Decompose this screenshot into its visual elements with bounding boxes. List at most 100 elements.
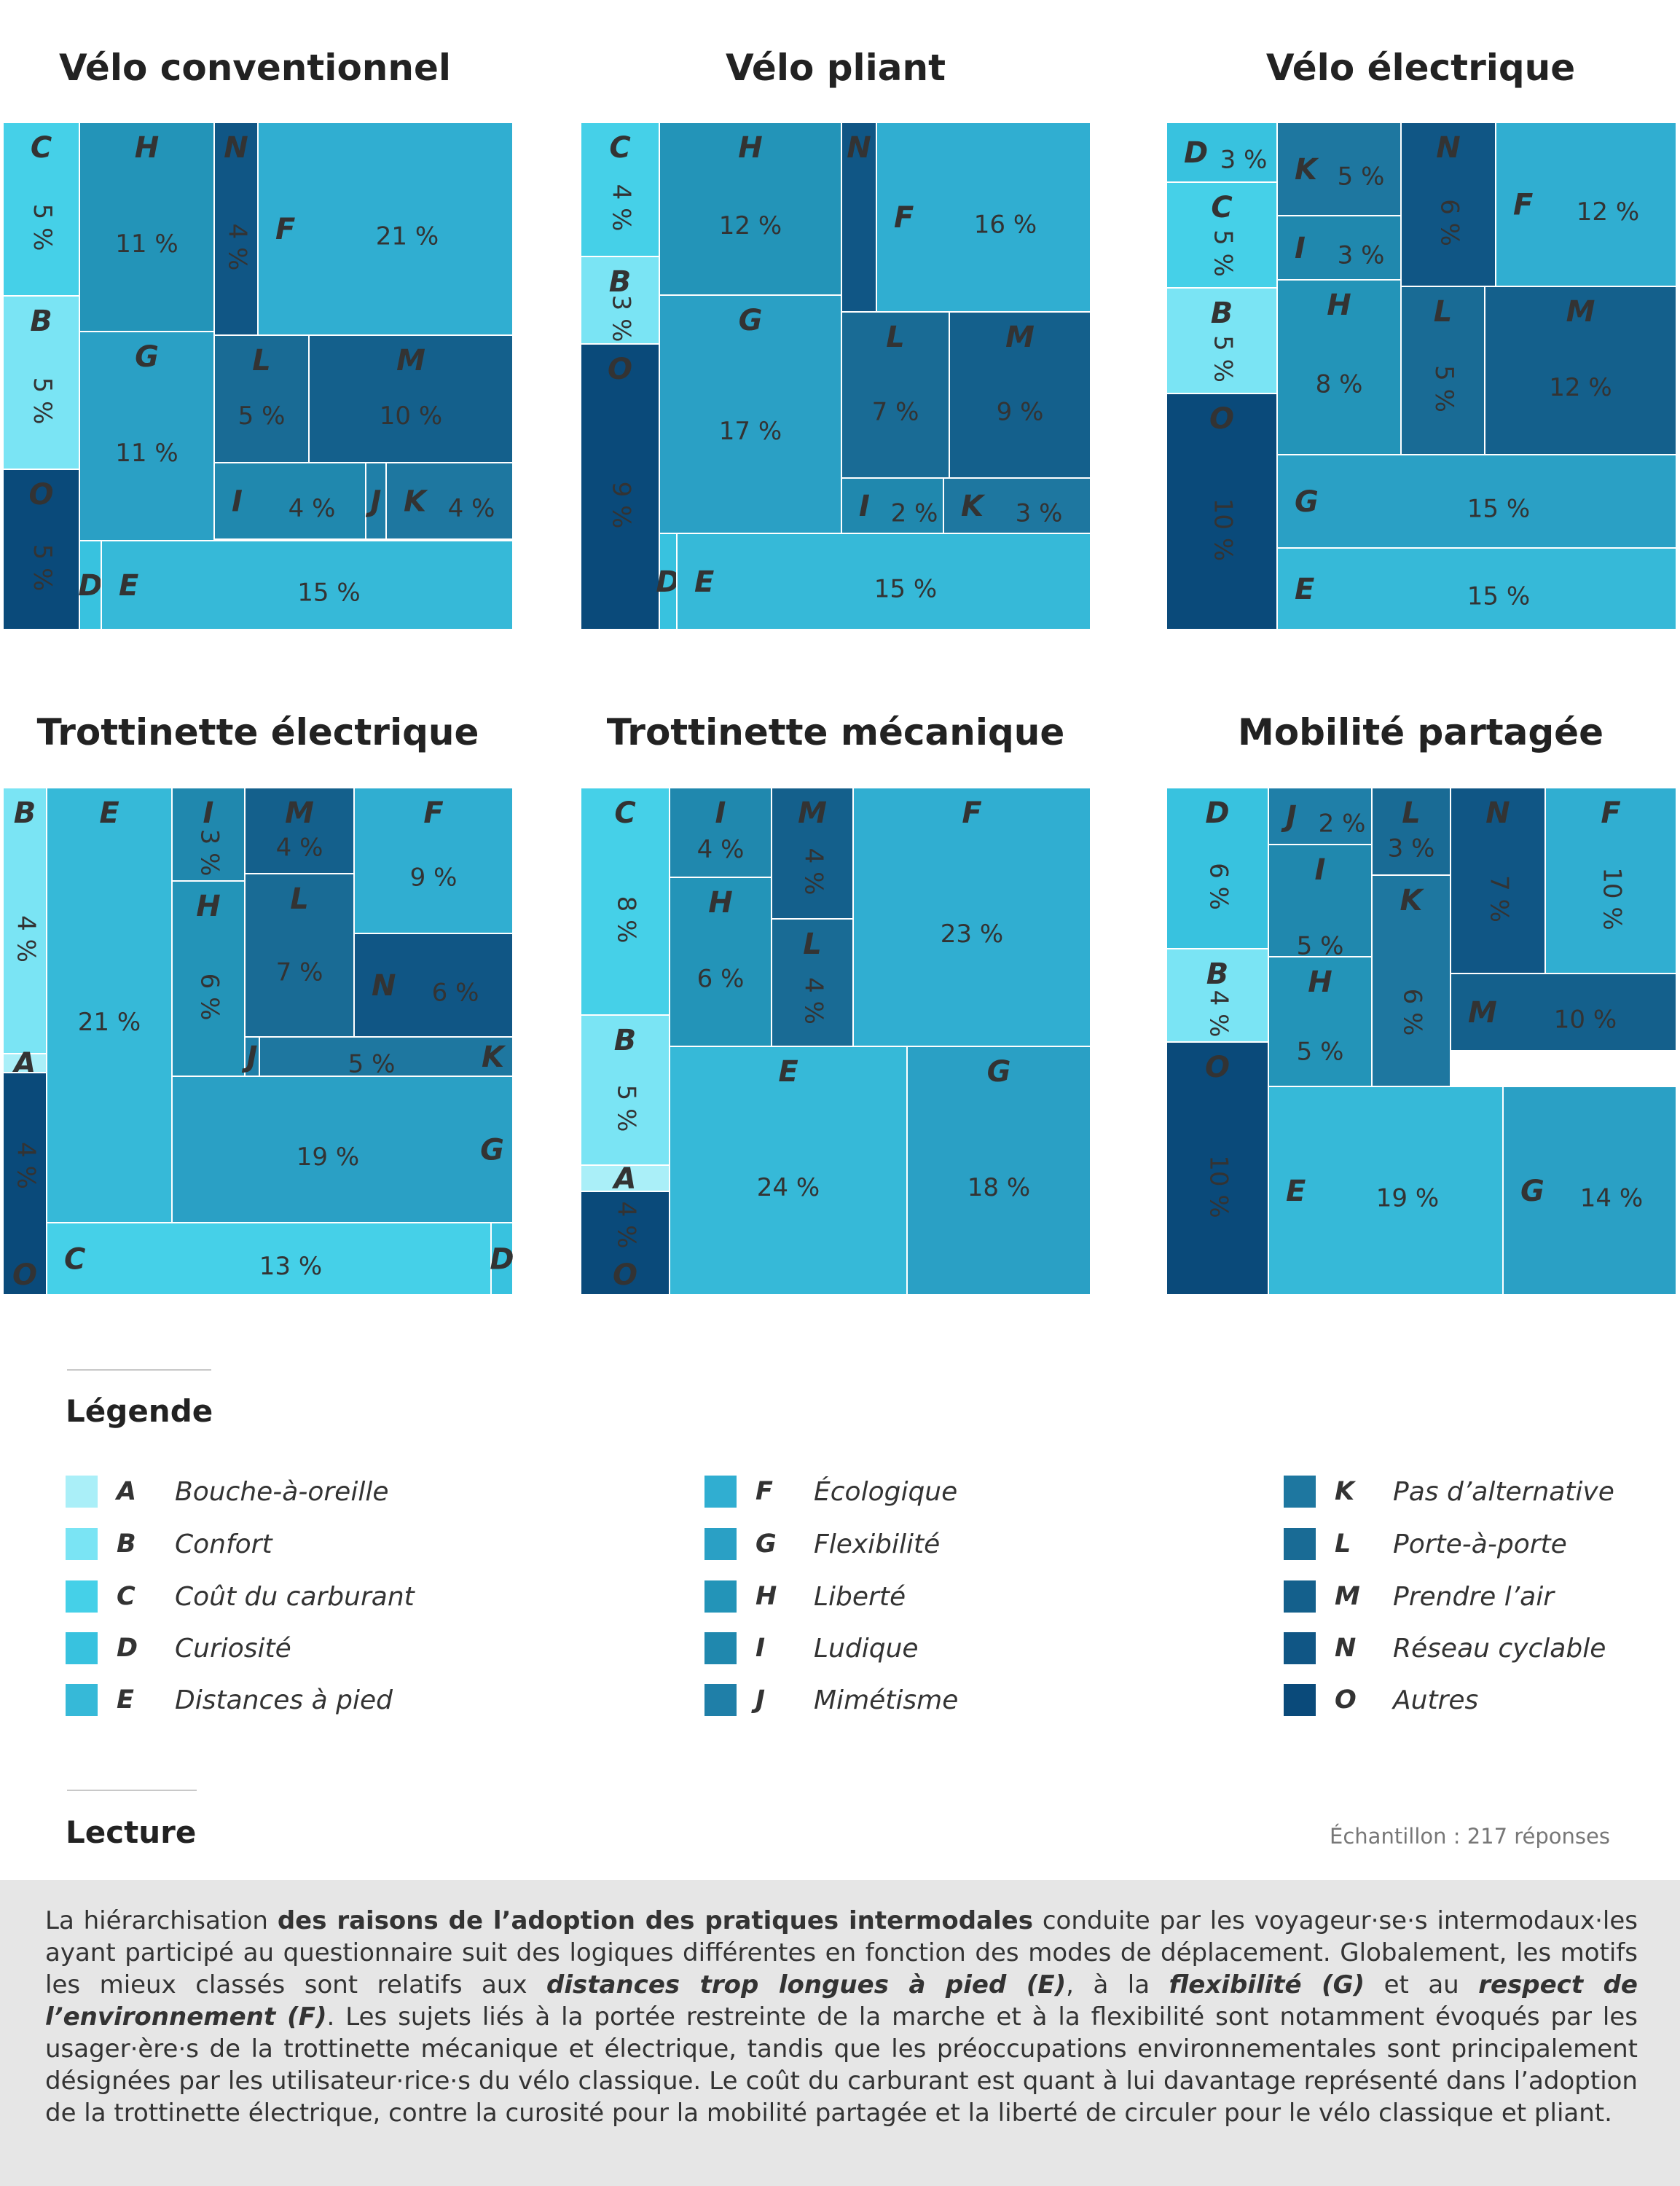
tile-o	[1166, 393, 1278, 630]
tile-k	[1276, 122, 1402, 216]
tile-value-e: 21 %	[78, 1008, 141, 1037]
treemap-trottinette-electrique: B4 %AO4 %E21 %I3 %M4 %F9 %H6 %L7 % N 6 %J K…	[2, 787, 514, 1296]
tile-value-o: 4 %	[12, 1142, 41, 1189]
tile-h	[79, 122, 215, 332]
legend-label: Mimétisme	[814, 1685, 959, 1715]
tile-value-f: 12 %	[1577, 197, 1639, 227]
tile-c	[46, 1222, 492, 1296]
tile-n	[841, 122, 877, 313]
tile-letter-h: H	[738, 131, 762, 165]
tile-letter-i: I	[1295, 232, 1306, 265]
tile-letter-n: N	[224, 131, 248, 165]
tile-letter-h: H	[708, 886, 732, 920]
tile-value-k: 3 %	[1016, 499, 1063, 528]
legend-swatch	[704, 1476, 737, 1508]
tile-c	[580, 787, 670, 1016]
tile-value-m: 12 %	[1549, 373, 1612, 402]
legend-swatch	[1284, 1632, 1316, 1664]
chart-title-velo-electrique: Vélo électrique	[1265, 47, 1576, 89]
tile-h	[171, 880, 246, 1077]
tile-letter-f: F	[894, 201, 914, 235]
reading-box: La hiérarchisation des raisons de l’adop…	[0, 1880, 1680, 2186]
tile-value-m: 10 %	[1554, 1006, 1617, 1035]
legend-label: Ludique	[814, 1634, 919, 1664]
tile-value-n: 6 %	[1435, 199, 1464, 246]
tile-value-e: 19 %	[1376, 1184, 1439, 1213]
tile-n	[213, 122, 259, 336]
legend-title: Légende	[66, 1393, 213, 1429]
tile-l	[1371, 787, 1451, 876]
tile-letter-c: C	[614, 796, 635, 830]
tile-value-m: 9 %	[997, 398, 1044, 427]
legend-swatch	[704, 1580, 737, 1613]
tile-letter-e: E	[778, 1055, 798, 1089]
tile-value-b: 4 %	[12, 915, 41, 963]
tile-letter-f: F	[1513, 189, 1533, 222]
tile-letter-m: M	[396, 344, 425, 377]
tile-letter-l: L	[1434, 295, 1453, 329]
tile-e	[1268, 1086, 1504, 1296]
tile-g	[1276, 454, 1677, 549]
legend-letter: K	[1335, 1477, 1355, 1506]
legend-letter: D	[117, 1634, 138, 1663]
chart-title-trottinette-mecanique: Trottinette mécanique	[606, 711, 1065, 753]
tile-letter-c: C	[1211, 191, 1232, 224]
tile-k	[259, 1036, 514, 1077]
legend-swatch	[1284, 1684, 1316, 1716]
legend-label: Liberté	[814, 1582, 906, 1612]
legend-label: Coût du carburant	[175, 1582, 415, 1612]
legend-swatch	[1284, 1528, 1316, 1560]
tile-value-l: 5 %	[238, 401, 286, 431]
tile-value-n: 7 %	[1485, 875, 1514, 922]
tile-o	[2, 469, 80, 630]
tile-letter-m: M	[1566, 295, 1595, 329]
tile-letter-d: D	[1205, 796, 1229, 830]
tile-value-e: 15 %	[1467, 582, 1530, 611]
treemap-velo-electrique: D 3 % C 5 % B 5 % O 10 % K 5 % I 3 % H 8 % N 6 % F 12 % L 5…	[1166, 122, 1677, 630]
tile-a	[580, 1164, 670, 1192]
tile-letter-n: N	[372, 969, 396, 1003]
reading-text-part: . Les sujets liés à la portée restreinte…	[45, 2002, 1638, 2128]
legend-swatch	[66, 1476, 98, 1508]
tile-value-h: 8 %	[1316, 370, 1363, 399]
reading-title: Lecture	[66, 1814, 197, 1850]
tile-letter-l: L	[290, 882, 309, 916]
tile-value-b: 3 %	[607, 295, 636, 342]
tile-value-f: 10 %	[1598, 867, 1627, 930]
tile-l	[213, 334, 310, 463]
legend-letter: I	[755, 1634, 766, 1663]
tile-value-n: 4 %	[223, 224, 252, 271]
tile-value-g: 15 %	[1467, 495, 1530, 524]
tile-value-f: 21 %	[376, 222, 439, 251]
tile-letter-i: I	[232, 485, 243, 519]
tile-letter-g: G	[987, 1055, 1011, 1089]
tile-value-l: 3 %	[1388, 834, 1435, 863]
legend-divider	[67, 1369, 211, 1371]
tile-value-d: 3 %	[1220, 146, 1268, 175]
tile-letter-m: M	[798, 796, 827, 830]
tile-value-f: 9 %	[410, 863, 458, 893]
treemap-trottinette-mecanique: C 8 % B 5 % A O 4 % I 4 % M 4 % H 6 % L 4 % F 23 % E 24 % G…	[580, 787, 1091, 1296]
tile-letter-o: O	[28, 478, 53, 512]
tile-letter-i: I	[859, 490, 870, 523]
tile-letter-c: C	[609, 131, 630, 165]
tile-letter-o: O	[608, 353, 632, 386]
legend-letter: M	[1335, 1582, 1360, 1611]
legend-label: Réseau cyclable	[1393, 1634, 1606, 1664]
tile-l	[841, 311, 950, 479]
tile-letter-g: G	[1520, 1175, 1544, 1208]
tile-b	[2, 295, 80, 470]
tile-value-h: 5 %	[1297, 1038, 1344, 1067]
tile-letter-h: H	[135, 131, 159, 165]
tile-letter-m: M	[1005, 321, 1035, 354]
legend-letter: G	[755, 1529, 777, 1559]
tile-c	[580, 122, 660, 257]
tile-e	[676, 533, 1091, 630]
tile-value-i: 4 %	[288, 494, 336, 523]
tile-letter-k: K	[1295, 153, 1319, 187]
tile-i	[1276, 215, 1402, 281]
tile-f	[1495, 122, 1677, 287]
legend-label: Prendre l’air	[1393, 1582, 1555, 1612]
legend-label: Flexibilité	[814, 1529, 941, 1559]
tile-letter-g: G	[480, 1134, 504, 1167]
